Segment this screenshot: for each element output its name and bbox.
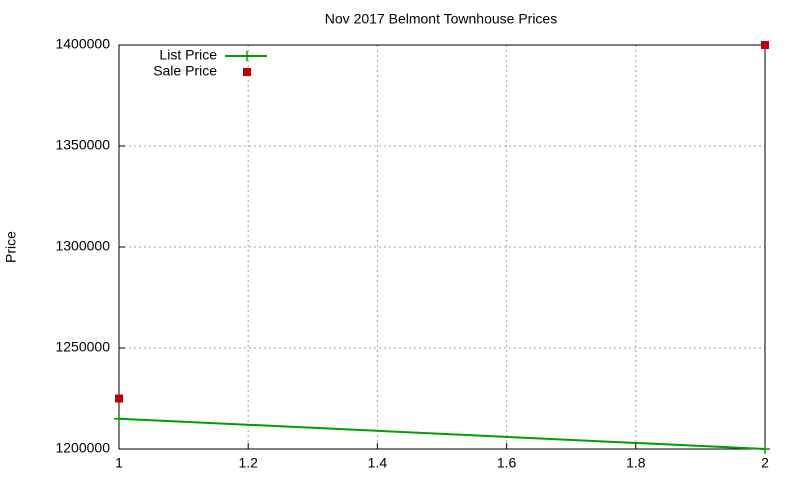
legend-label: List Price bbox=[159, 47, 217, 63]
data-point bbox=[761, 41, 769, 49]
y-tick-label: 1350000 bbox=[55, 137, 110, 153]
x-tick-label: 1.6 bbox=[497, 455, 517, 471]
data-point bbox=[115, 394, 123, 403]
y-tick-label: 1200000 bbox=[55, 440, 110, 456]
x-tick-label: 1 bbox=[115, 455, 123, 471]
plot-border bbox=[118, 44, 766, 450]
data-point bbox=[114, 413, 124, 424]
y-axis-label: Price bbox=[3, 231, 19, 263]
y-tick-label: 1400000 bbox=[55, 36, 110, 52]
x-tick-label: 2 bbox=[761, 455, 769, 471]
x-tick-label: 1.4 bbox=[368, 455, 388, 471]
series-line bbox=[118, 417, 766, 450]
legend-marker bbox=[243, 68, 251, 76]
y-tick-label: 1250000 bbox=[55, 339, 110, 355]
legend-label: Sale Price bbox=[153, 63, 217, 79]
data-point bbox=[760, 444, 770, 454]
legend-marker bbox=[242, 51, 252, 61]
chart-title: Nov 2017 Belmont Townhouse Prices bbox=[325, 11, 557, 27]
x-tick-label: 1.8 bbox=[626, 455, 646, 471]
x-tick-label: 1.2 bbox=[238, 455, 258, 471]
y-tick-label: 1300000 bbox=[55, 238, 110, 254]
